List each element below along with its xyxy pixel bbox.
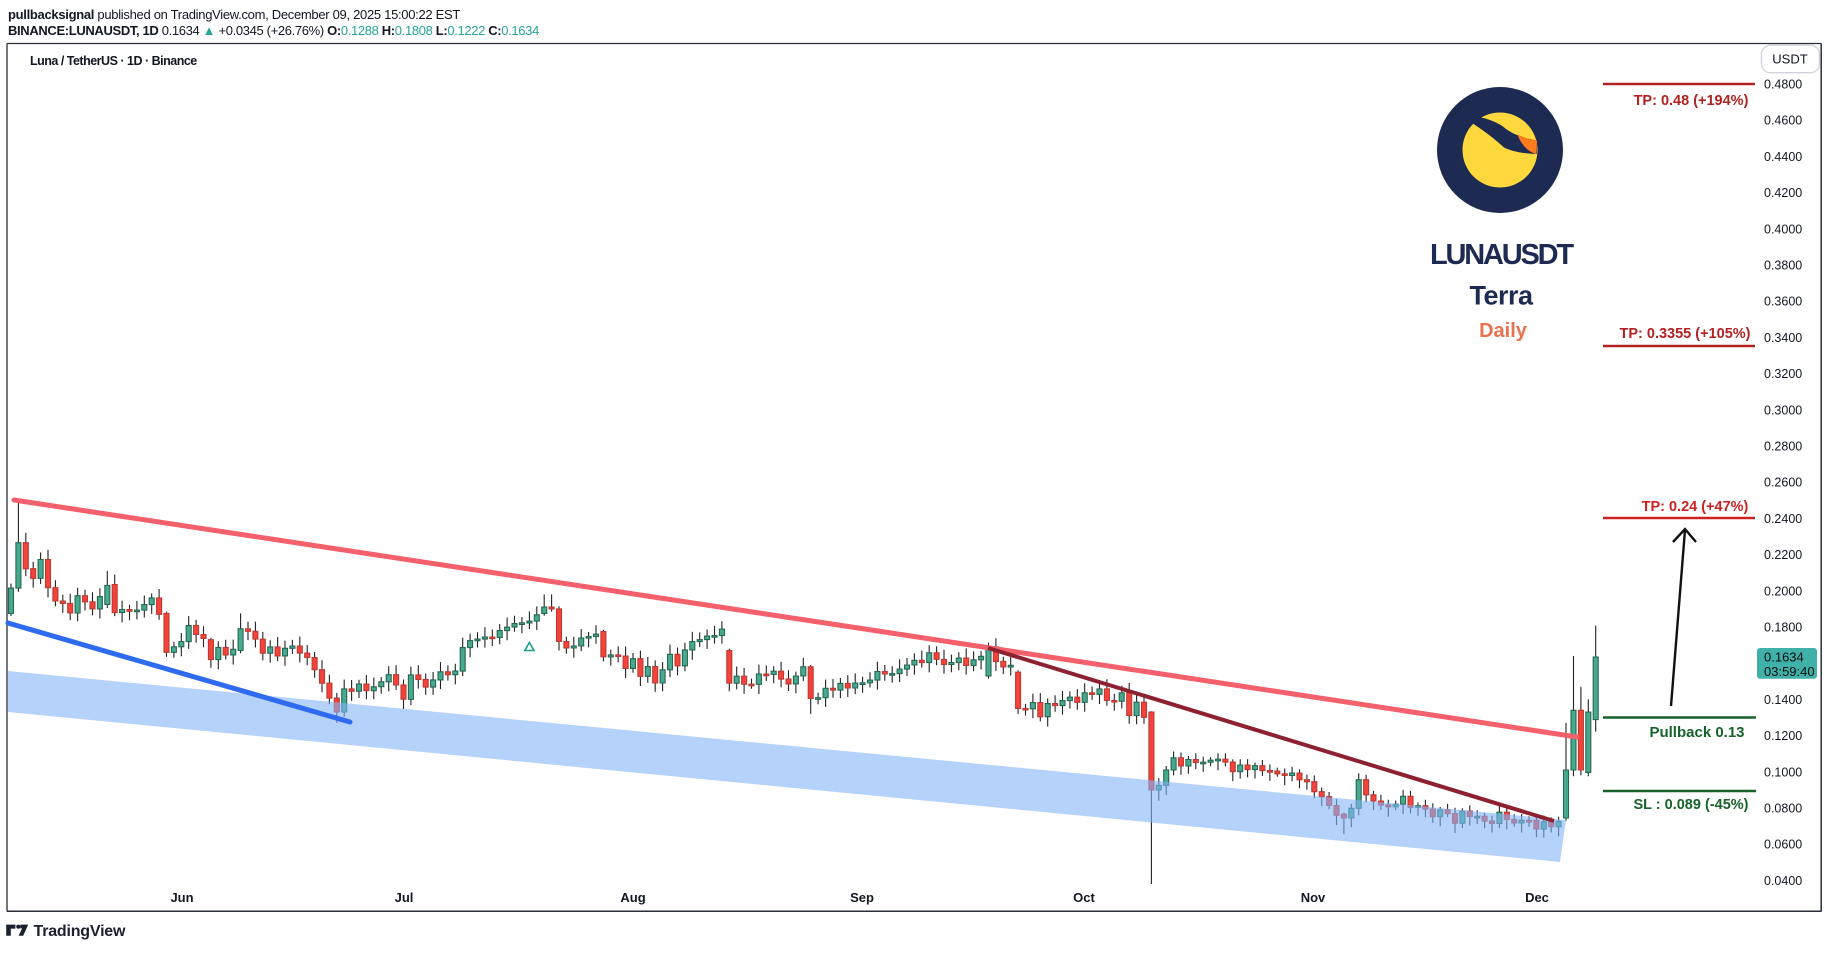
svg-text:0.4000: 0.4000	[1764, 222, 1802, 236]
svg-text:Aug: Aug	[620, 890, 645, 905]
svg-text:LUNAUSDT: LUNAUSDT	[1430, 239, 1574, 271]
svg-text:0.2000: 0.2000	[1764, 584, 1802, 598]
svg-text:BINANCE:LUNAUSDT, 1D 0.1634 ▲: BINANCE:LUNAUSDT, 1D 0.1634 ▲ +0.0345 (+…	[8, 23, 539, 38]
svg-text:0.1400: 0.1400	[1764, 693, 1802, 707]
svg-text:TP: 0.24 (+47%): TP: 0.24 (+47%)	[1642, 499, 1749, 515]
svg-text:Daily: Daily	[1479, 320, 1528, 342]
svg-text:0.1000: 0.1000	[1764, 765, 1802, 779]
svg-text:Dec: Dec	[1525, 890, 1549, 905]
svg-text:0.0400: 0.0400	[1764, 874, 1802, 888]
svg-text:Nov: Nov	[1301, 890, 1326, 905]
svg-text:0.0600: 0.0600	[1764, 838, 1802, 852]
svg-text:0.2600: 0.2600	[1764, 476, 1802, 490]
svg-text:Pullback 0.13: Pullback 0.13	[1649, 724, 1744, 741]
svg-text:0.3200: 0.3200	[1764, 367, 1802, 381]
svg-text:0.2800: 0.2800	[1764, 440, 1802, 454]
svg-text:03:59:40: 03:59:40	[1764, 664, 1815, 679]
svg-text:Jun: Jun	[170, 890, 193, 905]
svg-text:0.3000: 0.3000	[1764, 403, 1802, 417]
svg-text:0.1200: 0.1200	[1764, 729, 1802, 743]
svg-text:Terra: Terra	[1469, 281, 1534, 311]
svg-text:0.1800: 0.1800	[1764, 621, 1802, 635]
svg-text:0.4200: 0.4200	[1764, 186, 1802, 200]
svg-text:0.0800: 0.0800	[1764, 802, 1802, 816]
svg-text:0.3800: 0.3800	[1764, 259, 1802, 273]
svg-text:Luna / TetherUS · 1D · Binance: Luna / TetherUS · 1D · Binance	[30, 54, 197, 68]
svg-text:0.4600: 0.4600	[1764, 114, 1802, 128]
svg-text:TP: 0.48 (+194%): TP: 0.48 (+194%)	[1634, 93, 1749, 109]
svg-text:SL : 0.089 (-45%): SL : 0.089 (-45%)	[1634, 797, 1749, 813]
svg-text:Sep: Sep	[850, 890, 874, 905]
svg-text:TP: 0.3355 (+105%): TP: 0.3355 (+105%)	[1620, 326, 1751, 342]
svg-text:USDT: USDT	[1772, 52, 1807, 67]
svg-text:0.4400: 0.4400	[1764, 150, 1802, 164]
svg-text:0.1634: 0.1634	[1764, 650, 1804, 665]
svg-text:0.3400: 0.3400	[1764, 331, 1802, 345]
svg-text:0.4800: 0.4800	[1764, 78, 1802, 92]
svg-text:0.3600: 0.3600	[1764, 295, 1802, 309]
svg-text:pullbacksignal published on Tr: pullbacksignal published on TradingView.…	[8, 7, 460, 22]
svg-text:Jul: Jul	[395, 890, 414, 905]
svg-text:TradingView: TradingView	[34, 923, 127, 940]
svg-text:0.2200: 0.2200	[1764, 548, 1802, 562]
svg-text:0.2400: 0.2400	[1764, 512, 1802, 526]
svg-text:Oct: Oct	[1073, 890, 1095, 905]
